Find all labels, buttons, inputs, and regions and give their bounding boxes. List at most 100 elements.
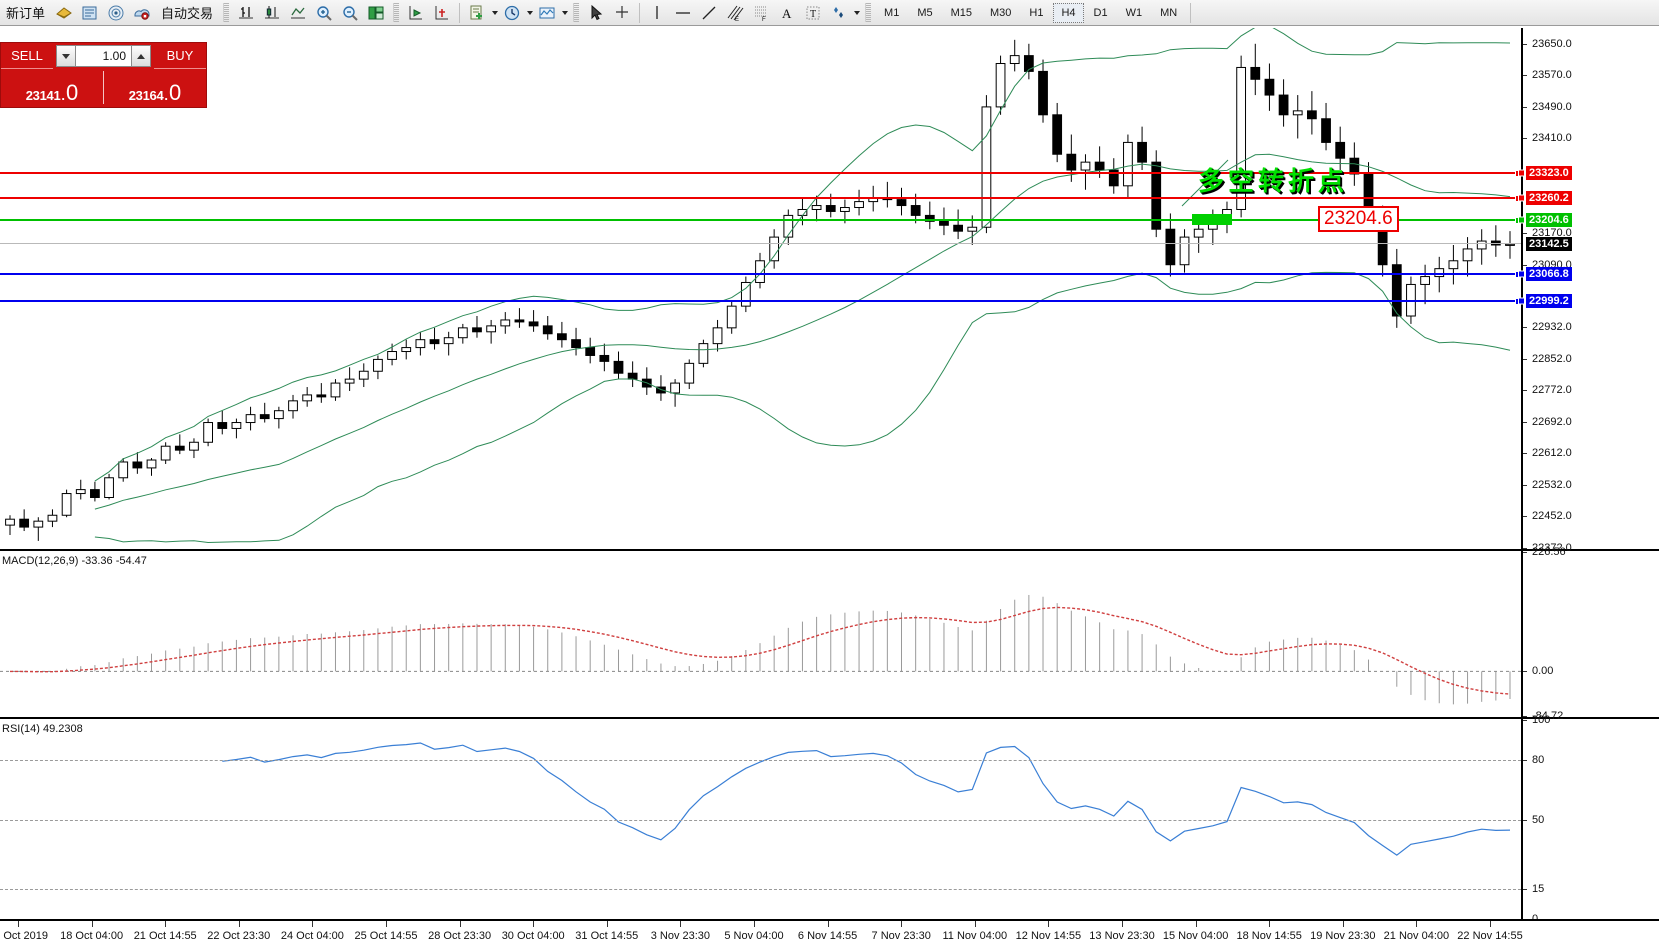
svg-text:A: A — [782, 6, 792, 21]
rsi-tick — [1523, 889, 1527, 891]
line-chart-icon[interactable] — [286, 2, 310, 24]
equidistant-channel-icon[interactable]: E — [723, 2, 747, 24]
time-axis[interactable]: 16 Oct 2019 18 Oct 04:00 21 Oct 14:55 22 Oc… — [0, 919, 1659, 949]
time-tick — [238, 921, 240, 927]
pivot-highlight-bar — [1192, 213, 1232, 225]
trendline-icon[interactable] — [697, 2, 721, 24]
indicators-icon[interactable] — [535, 2, 559, 24]
time-tick — [1269, 921, 1271, 927]
toolbar-grip-4 — [865, 3, 872, 22]
candlestick-chart-icon[interactable] — [260, 2, 284, 24]
volume-increase-button[interactable] — [131, 45, 151, 67]
timeframe-w1[interactable]: W1 — [1125, 6, 1143, 19]
text-icon[interactable]: A — [775, 2, 799, 24]
price-tick — [1523, 106, 1527, 108]
vertical-line-icon[interactable] — [645, 2, 669, 24]
price-badge-current-price[interactable]: 23142.5 — [1526, 237, 1572, 251]
auto-scroll-icon[interactable] — [430, 2, 454, 24]
price-axis[interactable]: 23650.0 23570.0 23490.0 23410.0 23170.0 23090… — [1518, 28, 1659, 925]
chart-plot-area[interactable] — [0, 28, 1521, 919]
zoom-out-icon[interactable] — [338, 2, 362, 24]
timeframe-m30[interactable]: M30 — [990, 6, 1012, 19]
volume-stepper[interactable]: 1.00 — [53, 43, 154, 69]
time-tick — [827, 921, 829, 927]
price-badge-marker — [1518, 194, 1525, 202]
timeframe-m1[interactable]: M1 — [884, 6, 900, 19]
timeframe-d1[interactable]: D1 — [1093, 6, 1108, 19]
period-dropdown-caret[interactable] — [525, 2, 534, 24]
price-level-line-pivot-line[interactable] — [0, 216, 1521, 224]
cursor-icon[interactable] — [584, 2, 608, 24]
price-tick — [1523, 453, 1527, 455]
timeframe-mn[interactable]: MN — [1160, 6, 1178, 19]
time-tick — [1342, 921, 1344, 927]
time-tick — [91, 921, 93, 927]
buy-button[interactable]: BUY — [154, 43, 206, 69]
chart-text-annotation[interactable]: 多空转折点 — [1198, 167, 1349, 197]
template-icon[interactable] — [465, 2, 489, 24]
one-click-trading-panel[interactable]: SELL 1.00 BUY 23141 . 0 23164 . 0 — [0, 42, 207, 108]
price-badge-pivot-line[interactable]: 23204.6 — [1518, 212, 1572, 227]
price-badge-resistance-1[interactable]: 23323.0 — [1518, 165, 1572, 180]
shapes-dropdown-caret[interactable] — [852, 2, 861, 24]
timeframe-m15[interactable]: M15 — [950, 6, 972, 19]
pane-separator-rsi — [0, 717, 1521, 719]
chart-shift-icon[interactable] — [404, 2, 428, 24]
period-clock-icon[interactable] — [500, 2, 524, 24]
timeframe-h4[interactable]: H4 — [1053, 2, 1084, 23]
text-label-icon[interactable]: T — [801, 2, 825, 24]
shapes-icon[interactable] — [827, 2, 851, 24]
autotrading-button[interactable]: 自动交易 — [161, 6, 214, 21]
buy-price[interactable]: 23164 . 0 — [104, 69, 206, 106]
time-tick — [1416, 921, 1418, 927]
macd-tick-label: -84.72 — [1532, 710, 1564, 722]
indicators-dropdown-caret[interactable] — [560, 2, 569, 24]
zoom-in-icon[interactable] — [312, 2, 336, 24]
bar-chart-icon[interactable] — [234, 2, 258, 24]
price-tick — [1523, 358, 1527, 360]
data-window-icon[interactable] — [78, 2, 102, 24]
price-badge-support-1[interactable]: 23066.8 — [1518, 266, 1572, 281]
rsi-indicator-label: RSI(14) 49.2308 — [2, 723, 83, 735]
rsi-line — [222, 742, 1511, 856]
time-tick — [974, 921, 976, 927]
rsi-level-15 — [0, 889, 1521, 891]
horizontal-line-icon[interactable] — [671, 2, 695, 24]
new-order-button[interactable]: 新订单 — [6, 6, 46, 21]
svg-text:T: T — [810, 9, 816, 20]
time-tick-label: 19 Nov 23:30 — [1310, 930, 1376, 942]
crosshair-icon[interactable] — [610, 2, 634, 24]
price-badge-marker — [1518, 216, 1525, 223]
sell-price[interactable]: 23141 . 0 — [1, 69, 103, 106]
fibonacci-icon[interactable]: F — [749, 2, 773, 24]
svg-text:F: F — [762, 17, 766, 22]
rsi-tick — [1523, 720, 1527, 721]
rsi-tick — [1523, 759, 1527, 761]
price-level-line-support-1[interactable] — [0, 270, 1521, 278]
price-tick — [1523, 327, 1527, 329]
time-tick-label: 28 Oct 23:30 — [428, 930, 492, 942]
toolbar-grip-2 — [393, 3, 400, 22]
rsi-tick-label: 15 — [1532, 883, 1545, 896]
template-dropdown-caret[interactable] — [490, 2, 499, 24]
price-level-line-support-2[interactable] — [0, 297, 1521, 305]
price-tag-annotation[interactable]: 23204.6 — [1318, 205, 1399, 232]
market-icon[interactable] — [130, 2, 154, 24]
sell-button[interactable]: SELL — [1, 43, 53, 69]
tile-windows-icon[interactable] — [364, 2, 388, 24]
volume-input[interactable]: 1.00 — [76, 45, 131, 67]
expert-advisors-icon[interactable] — [52, 2, 76, 24]
sell-price-fraction: 0 — [66, 80, 79, 105]
signals-icon[interactable] — [104, 2, 128, 24]
volume-decrease-button[interactable] — [56, 45, 76, 67]
toolbar-divider — [459, 2, 461, 23]
time-tick-label: 31 Oct 14:55 — [575, 930, 639, 942]
time-tick — [1195, 921, 1197, 927]
timeframe-m5[interactable]: M5 — [917, 6, 933, 19]
price-tick-label: 22692.0 — [1532, 415, 1572, 428]
axis-separator-rsi — [1523, 717, 1659, 719]
price-badge-support-2[interactable]: 22999.2 — [1518, 293, 1572, 308]
timeframe-h1[interactable]: H1 — [1029, 6, 1044, 19]
price-tick — [1523, 484, 1527, 486]
price-badge-resistance-2[interactable]: 23260.2 — [1518, 190, 1572, 205]
